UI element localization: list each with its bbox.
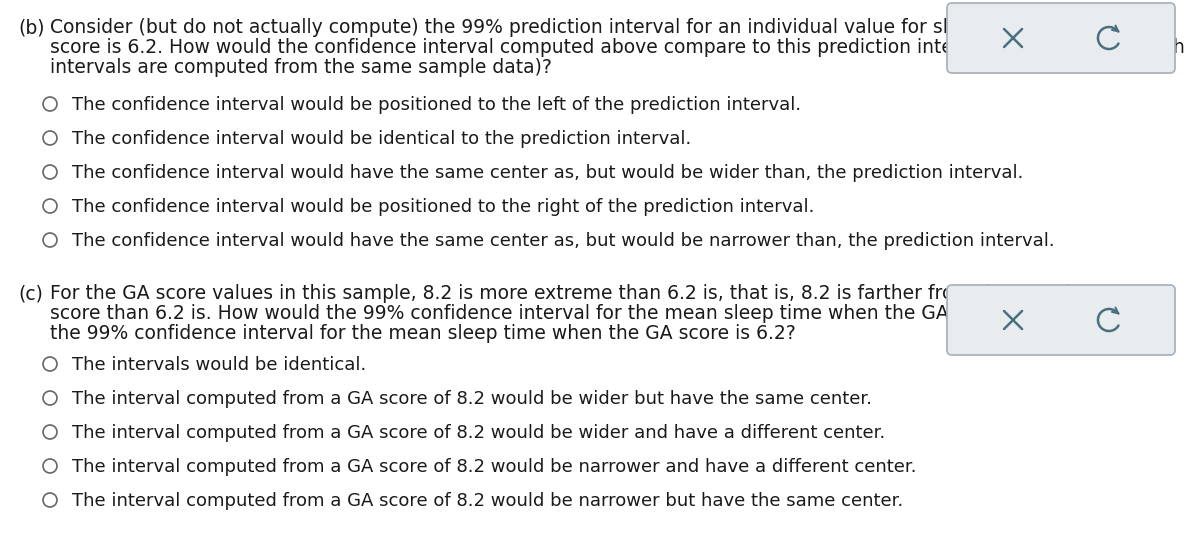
- Text: The confidence interval would be positioned to the left of the prediction interv: The confidence interval would be positio…: [72, 96, 802, 114]
- Text: the 99% confidence interval for the mean sleep time when the GA score is 6.2?: the 99% confidence interval for the mean…: [50, 324, 796, 343]
- FancyBboxPatch shape: [947, 285, 1175, 355]
- Text: The interval computed from a GA score of 8.2 would be wider but have the same ce: The interval computed from a GA score of…: [72, 390, 872, 408]
- Text: score is 6.2. How would the confidence interval computed above compare to this p: score is 6.2. How would the confidence i…: [50, 38, 1184, 57]
- FancyBboxPatch shape: [947, 3, 1175, 73]
- Text: The confidence interval would be positioned to the right of the prediction inter: The confidence interval would be positio…: [72, 198, 815, 216]
- Text: The confidence interval would have the same center as, but would be wider than, : The confidence interval would have the s…: [72, 164, 1024, 182]
- Text: For the GA score values in this sample, 8.2 is more extreme than 6.2 is, that is: For the GA score values in this sample, …: [50, 284, 1175, 303]
- Text: The interval computed from a GA score of 8.2 would be wider and have a different: The interval computed from a GA score of…: [72, 424, 886, 442]
- Text: The intervals would be identical.: The intervals would be identical.: [72, 356, 366, 374]
- Text: The confidence interval would be identical to the prediction interval.: The confidence interval would be identic…: [72, 130, 691, 148]
- Text: intervals are computed from the same sample data)?: intervals are computed from the same sam…: [50, 58, 552, 77]
- Text: (c): (c): [18, 284, 43, 303]
- Text: The interval computed from a GA score of 8.2 would be narrower and have a differ: The interval computed from a GA score of…: [72, 458, 917, 476]
- Text: score than 6.2 is. How would the 99% confidence interval for the mean sleep time: score than 6.2 is. How would the 99% con…: [50, 304, 1175, 323]
- Text: The interval computed from a GA score of 8.2 would be narrower but have the same: The interval computed from a GA score of…: [72, 492, 904, 510]
- Text: Consider (but do not actually compute) the 99% prediction interval for an indivi: Consider (but do not actually compute) t…: [50, 18, 1158, 37]
- Text: The confidence interval would have the same center as, but would be narrower tha: The confidence interval would have the s…: [72, 232, 1055, 250]
- Text: (b): (b): [18, 18, 44, 37]
